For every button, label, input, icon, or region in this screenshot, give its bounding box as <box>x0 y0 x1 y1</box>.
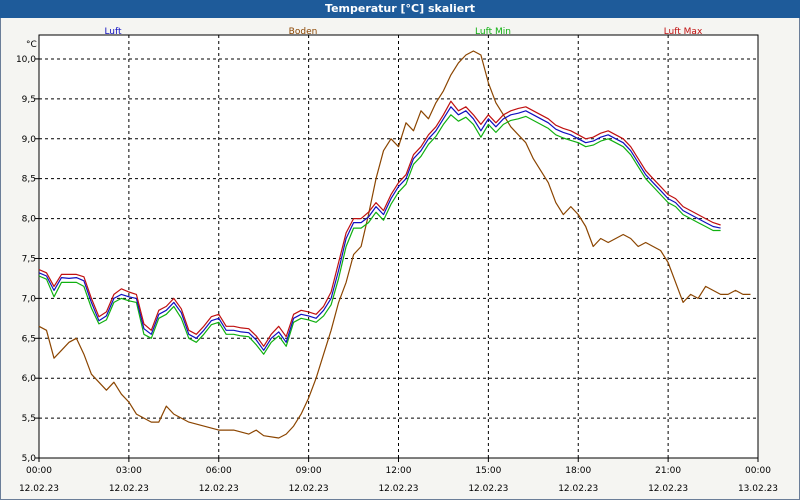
legend-item: Luft Max <box>664 27 703 37</box>
x-tick-date: 12.02.23 <box>19 484 59 494</box>
y-tick-label: 9,5 <box>22 95 36 105</box>
series-lines <box>38 50 751 439</box>
y-tick-label: 5,0 <box>22 454 37 464</box>
series-line-luft-max <box>38 100 721 347</box>
x-axis-ticks: 00:00 12.02.23 03:00 12.02.23 06:00 12.02.23 0… <box>19 458 778 494</box>
legend-item: Luft Min <box>475 27 511 37</box>
legend: Boden Luft Luft Min Luft Max <box>104 27 703 37</box>
y-tick-label: 7,5 <box>22 254 36 264</box>
x-tick-date: 12.02.23 <box>468 484 508 494</box>
y-axis-ticks: 5,0 5,5 6,0 6,5 7,0 7,5 8,0 8,5 9,0 9,5 10,0 <box>16 55 39 464</box>
x-tick-time: 06:00 <box>206 466 232 476</box>
y-tick-label: 6,0 <box>22 374 37 384</box>
series-line-luft-min <box>38 114 721 355</box>
x-tick-time: 00:00 <box>745 466 771 476</box>
x-tick-date: 13.02.23 <box>738 484 778 494</box>
x-tick-date: 12.02.23 <box>109 484 149 494</box>
series-line-boden <box>38 50 751 439</box>
y-axis-label: °C <box>26 40 37 50</box>
x-tick-time: 00:00 <box>26 466 52 476</box>
y-tick-label: 8,5 <box>22 175 36 185</box>
x-tick-date: 12.02.23 <box>289 484 329 494</box>
line-chart: Boden Luft Luft Min Luft Max °C 5,0 5,5 6,0 6,… <box>16 27 778 494</box>
x-tick-time: 21:00 <box>655 466 681 476</box>
window-title: Temperatur [°C] skaliert <box>0 0 800 18</box>
y-tick-label: 5,5 <box>22 414 36 424</box>
y-tick-label: 6,5 <box>22 334 36 344</box>
x-tick-time: 15:00 <box>475 466 501 476</box>
legend-item: Luft <box>104 27 122 37</box>
x-tick-time: 18:00 <box>565 466 591 476</box>
series-line-luft <box>38 106 721 351</box>
gridlines <box>39 35 758 458</box>
x-tick-time: 03:00 <box>116 466 142 476</box>
x-tick-date: 12.02.23 <box>648 484 688 494</box>
x-tick-date: 12.02.23 <box>558 484 598 494</box>
x-tick-date: 12.02.23 <box>199 484 239 494</box>
y-tick-label: 7,0 <box>22 294 37 304</box>
x-tick-date: 12.02.23 <box>378 484 418 494</box>
x-tick-time: 12:00 <box>386 466 412 476</box>
x-tick-time: 09:00 <box>296 466 322 476</box>
y-tick-label: 9,0 <box>22 135 37 145</box>
y-tick-label: 8,0 <box>22 215 37 225</box>
y-tick-label: 10,0 <box>16 55 36 65</box>
legend-item: Boden <box>289 27 318 37</box>
